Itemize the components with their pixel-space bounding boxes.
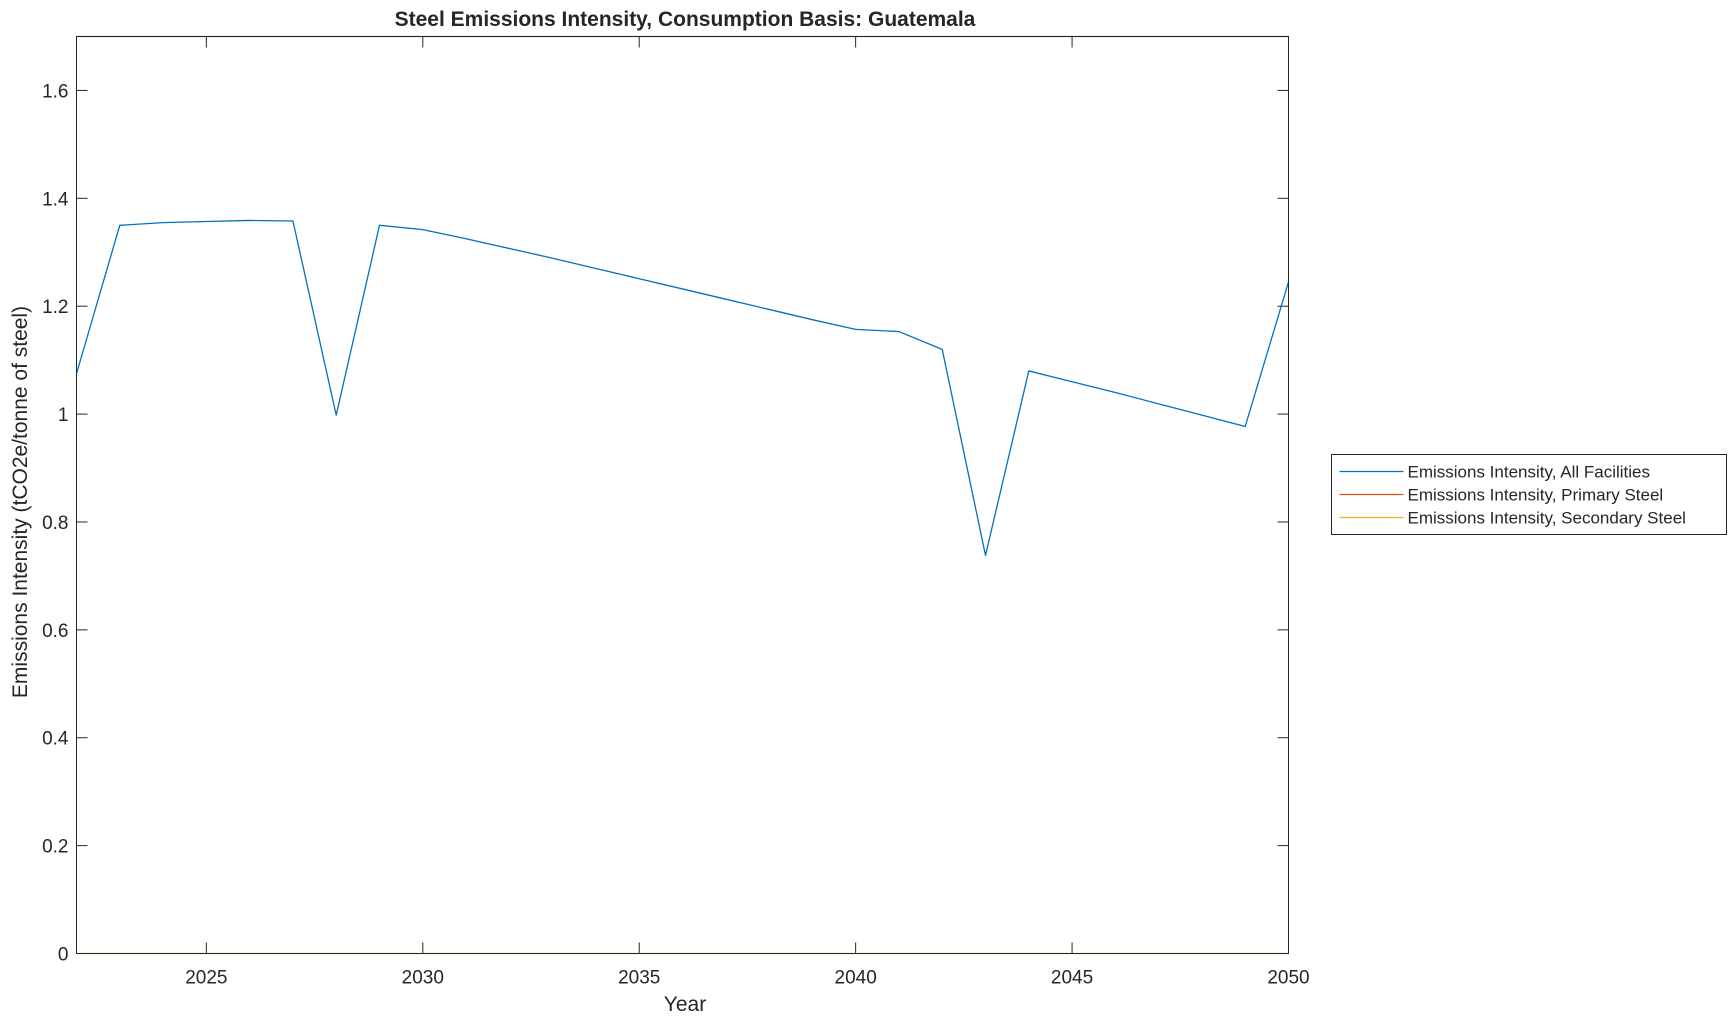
y-tick-label: 1.2	[42, 297, 68, 318]
legend-label: Emissions Intensity, All Facilities	[1408, 463, 1650, 482]
y-tick-label: 0	[58, 945, 69, 966]
x-tick-label: 2045	[1051, 968, 1093, 989]
plot-area-border	[76, 36, 1289, 954]
x-axis-label: Year	[664, 993, 706, 1016]
y-axis-label: Emissions Intensity (tCO2e/tonne of stee…	[9, 306, 32, 698]
y-tick-label: 1.4	[42, 189, 69, 210]
y-tick-label: 0.6	[42, 621, 68, 642]
axis-ticks: 2025 2030 2035 2040 2045 2050 0 0.2 0.4 0.6 0.8 1 1.…	[42, 36, 1310, 989]
y-tick-label: 0.8	[42, 513, 68, 534]
chart-title: Steel Emissions Intensity, Consumption B…	[395, 8, 976, 31]
series-line-0	[75, 219, 1290, 557]
legend: Emissions Intensity, All Facilities Emiss…	[1331, 454, 1727, 535]
y-tick-label: 0.4	[42, 729, 69, 750]
y-tick-label: 1.6	[42, 81, 68, 102]
series-lines	[75, 35, 1290, 955]
x-tick-label: 2035	[618, 968, 660, 989]
y-tick-label: 0.2	[42, 837, 68, 858]
y-tick-label: 1	[58, 405, 69, 426]
legend-label: Emissions Intensity, Primary Steel	[1408, 486, 1664, 505]
legend-label: Emissions Intensity, Secondary Steel	[1408, 509, 1686, 528]
x-tick-label: 2040	[835, 968, 877, 989]
x-tick-label: 2025	[185, 968, 227, 989]
x-tick-label: 2030	[402, 968, 444, 989]
x-tick-label: 2050	[1267, 968, 1309, 989]
